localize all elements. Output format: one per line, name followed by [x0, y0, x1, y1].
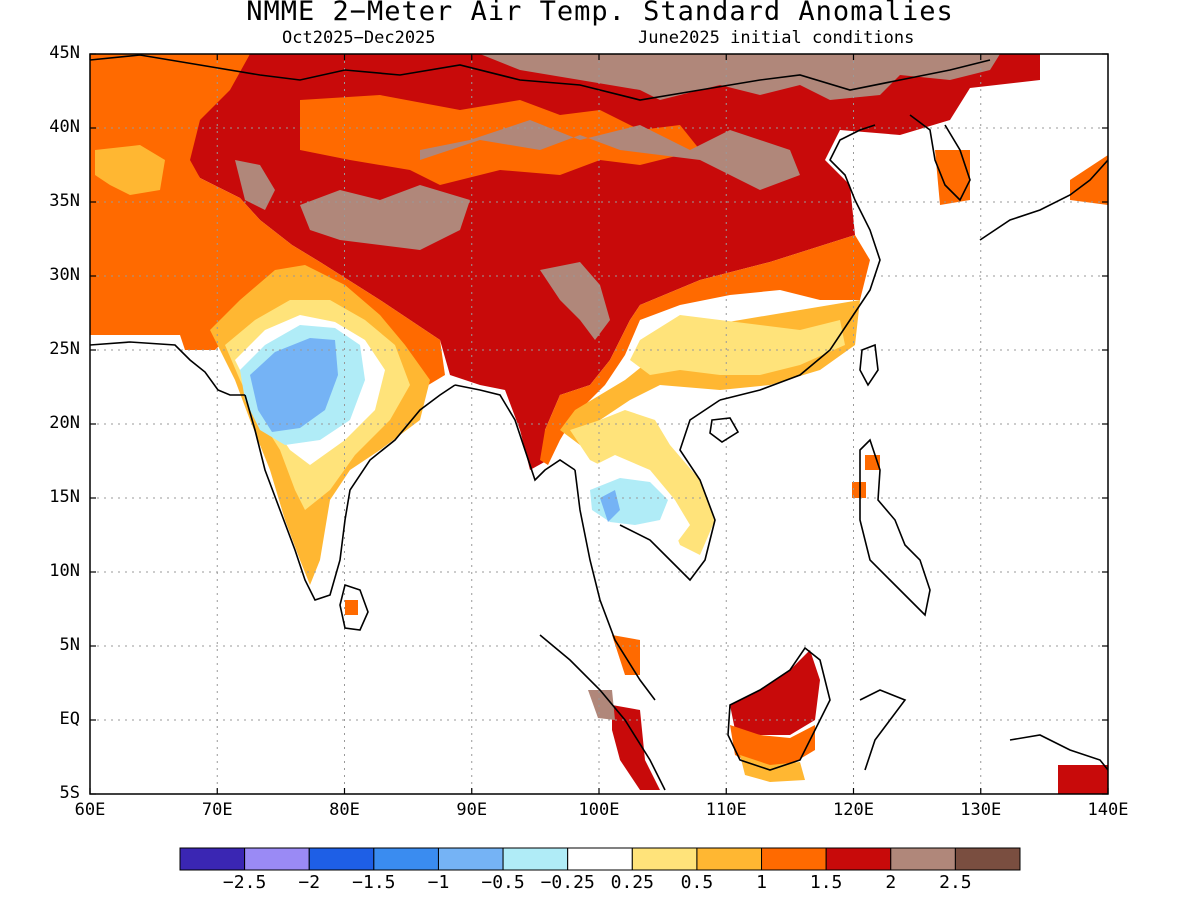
- coastline-sulawesi: [859, 689, 907, 771]
- forecast-period: Oct2025−Dec2025: [282, 28, 436, 48]
- anomaly-region-orange-east: [540, 235, 870, 465]
- coastline-malay: [574, 469, 656, 701]
- coastline-northern-china: [90, 54, 991, 101]
- anomaly-region-blue-india: [250, 338, 338, 432]
- colorbar-label: −0.5: [481, 872, 525, 893]
- lat-tick-label: 45N: [49, 43, 80, 63]
- colorbar-swatch: [631, 847, 698, 871]
- coastline-new-guinea: [1009, 734, 1108, 771]
- colorbar-swatch: [244, 847, 310, 871]
- anomaly-region-sumatra-mauve: [588, 690, 615, 720]
- coastline-hainan: [709, 417, 740, 443]
- colorbar-swatch: [696, 847, 763, 871]
- anomaly-region-yellow-east: [630, 315, 845, 375]
- anomaly-region-borneo-orange: [730, 725, 815, 768]
- anomaly-region-mauve-central: [420, 120, 800, 190]
- colorbar-label: 0.25: [610, 872, 654, 893]
- lon-tick-label: 80E: [329, 800, 360, 820]
- lon-tick-label: 120E: [833, 800, 874, 820]
- coastlines: [90, 54, 1108, 791]
- lat-tick-label: EQ: [59, 709, 80, 729]
- coastline-india: [244, 384, 456, 601]
- colorbar-swatch: [954, 847, 1021, 871]
- colorbar-label: 1.5: [809, 872, 843, 893]
- anomaly-region-new-guinea: [1058, 765, 1108, 794]
- colorbar-swatch: [567, 847, 633, 871]
- lon-tick-label: 140E: [1087, 800, 1129, 820]
- lat-tick-label: 40N: [49, 117, 80, 137]
- anomaly-region-mauve-tibet: [300, 185, 470, 250]
- lon-tick-label: 60E: [74, 800, 106, 820]
- lat-tick-label: 5N: [59, 635, 80, 655]
- lat-tick-label: 30N: [49, 265, 80, 285]
- map-gridlines: [90, 54, 1108, 794]
- lon-tick-label: 110E: [705, 800, 747, 820]
- colorbar-swatch: [373, 847, 439, 871]
- colorbar-swatch: [825, 847, 892, 871]
- coastline-sumatra: [539, 634, 666, 791]
- anomaly-fields: [90, 54, 1108, 794]
- coastline-sri-lanka: [339, 583, 369, 631]
- colorbar-label: 2.5: [939, 872, 972, 893]
- coastline-indochina: [619, 399, 721, 582]
- anomaly-region-mauve-west: [235, 160, 275, 210]
- initial-conditions: June2025 initial conditions: [638, 28, 915, 48]
- colorbar-label: −1: [427, 872, 450, 893]
- lat-tick-label: 5S: [59, 783, 80, 803]
- colorbar-swatch: [308, 847, 375, 871]
- anomaly-region-borneo: [730, 650, 820, 735]
- colorbar-swatch: [502, 847, 569, 871]
- anomaly-region-light-orange-west: [95, 145, 165, 195]
- anomaly-region-mauve-south: [540, 262, 610, 340]
- lat-tick-label: 25N: [49, 339, 80, 359]
- lon-tick-label: 70E: [201, 800, 233, 820]
- anomaly-region-ne-islands: [935, 150, 970, 205]
- colorbar-label: −2.5: [222, 872, 267, 893]
- coastline-taiwan: [859, 343, 879, 387]
- colorbar-swatch: [890, 847, 956, 871]
- anomaly-region-mauve-north: [480, 54, 1000, 100]
- coastline-philippines: [859, 438, 931, 617]
- colorbar-label: 0.5: [680, 872, 714, 893]
- colorbar-label: −0.25: [540, 872, 595, 893]
- colorbar-label: 2: [885, 872, 897, 893]
- coastline-borneo: [727, 646, 831, 771]
- coastline-bengal-burma: [454, 384, 576, 482]
- lat-tick-label: 15N: [49, 487, 80, 507]
- colorbar-swatch: [761, 847, 827, 871]
- colorbar-label: −2: [298, 872, 321, 893]
- axis-ticks: [89, 53, 1109, 795]
- coastline-china-east: [719, 124, 881, 401]
- coastline-arabia-pakistan: [90, 341, 245, 396]
- coastline-korea: [909, 114, 971, 202]
- lat-tick-label: 20N: [49, 413, 80, 433]
- anomaly-region-philippines: [852, 455, 880, 498]
- lon-tick-label: 100E: [578, 800, 620, 820]
- colorbar-label: −1.5: [352, 872, 396, 893]
- colorbar-swatch: [437, 847, 504, 871]
- colorbar-label: 1: [756, 872, 767, 893]
- anomaly-region-sumatra: [612, 705, 660, 790]
- colorbar-swatch: [179, 847, 246, 871]
- anomaly-region-sri-lanka: [345, 600, 358, 615]
- coastline-japan: [979, 159, 1108, 241]
- lon-tick-label: 90E: [456, 800, 488, 820]
- chart-title: NMME 2−Meter Air Temp. Standard Anomalie…: [246, 0, 954, 27]
- lon-tick-label: 130E: [960, 800, 1002, 820]
- lat-tick-label: 35N: [49, 191, 80, 211]
- lat-tick-label: 10N: [49, 561, 80, 581]
- colorbar: [179, 847, 1021, 871]
